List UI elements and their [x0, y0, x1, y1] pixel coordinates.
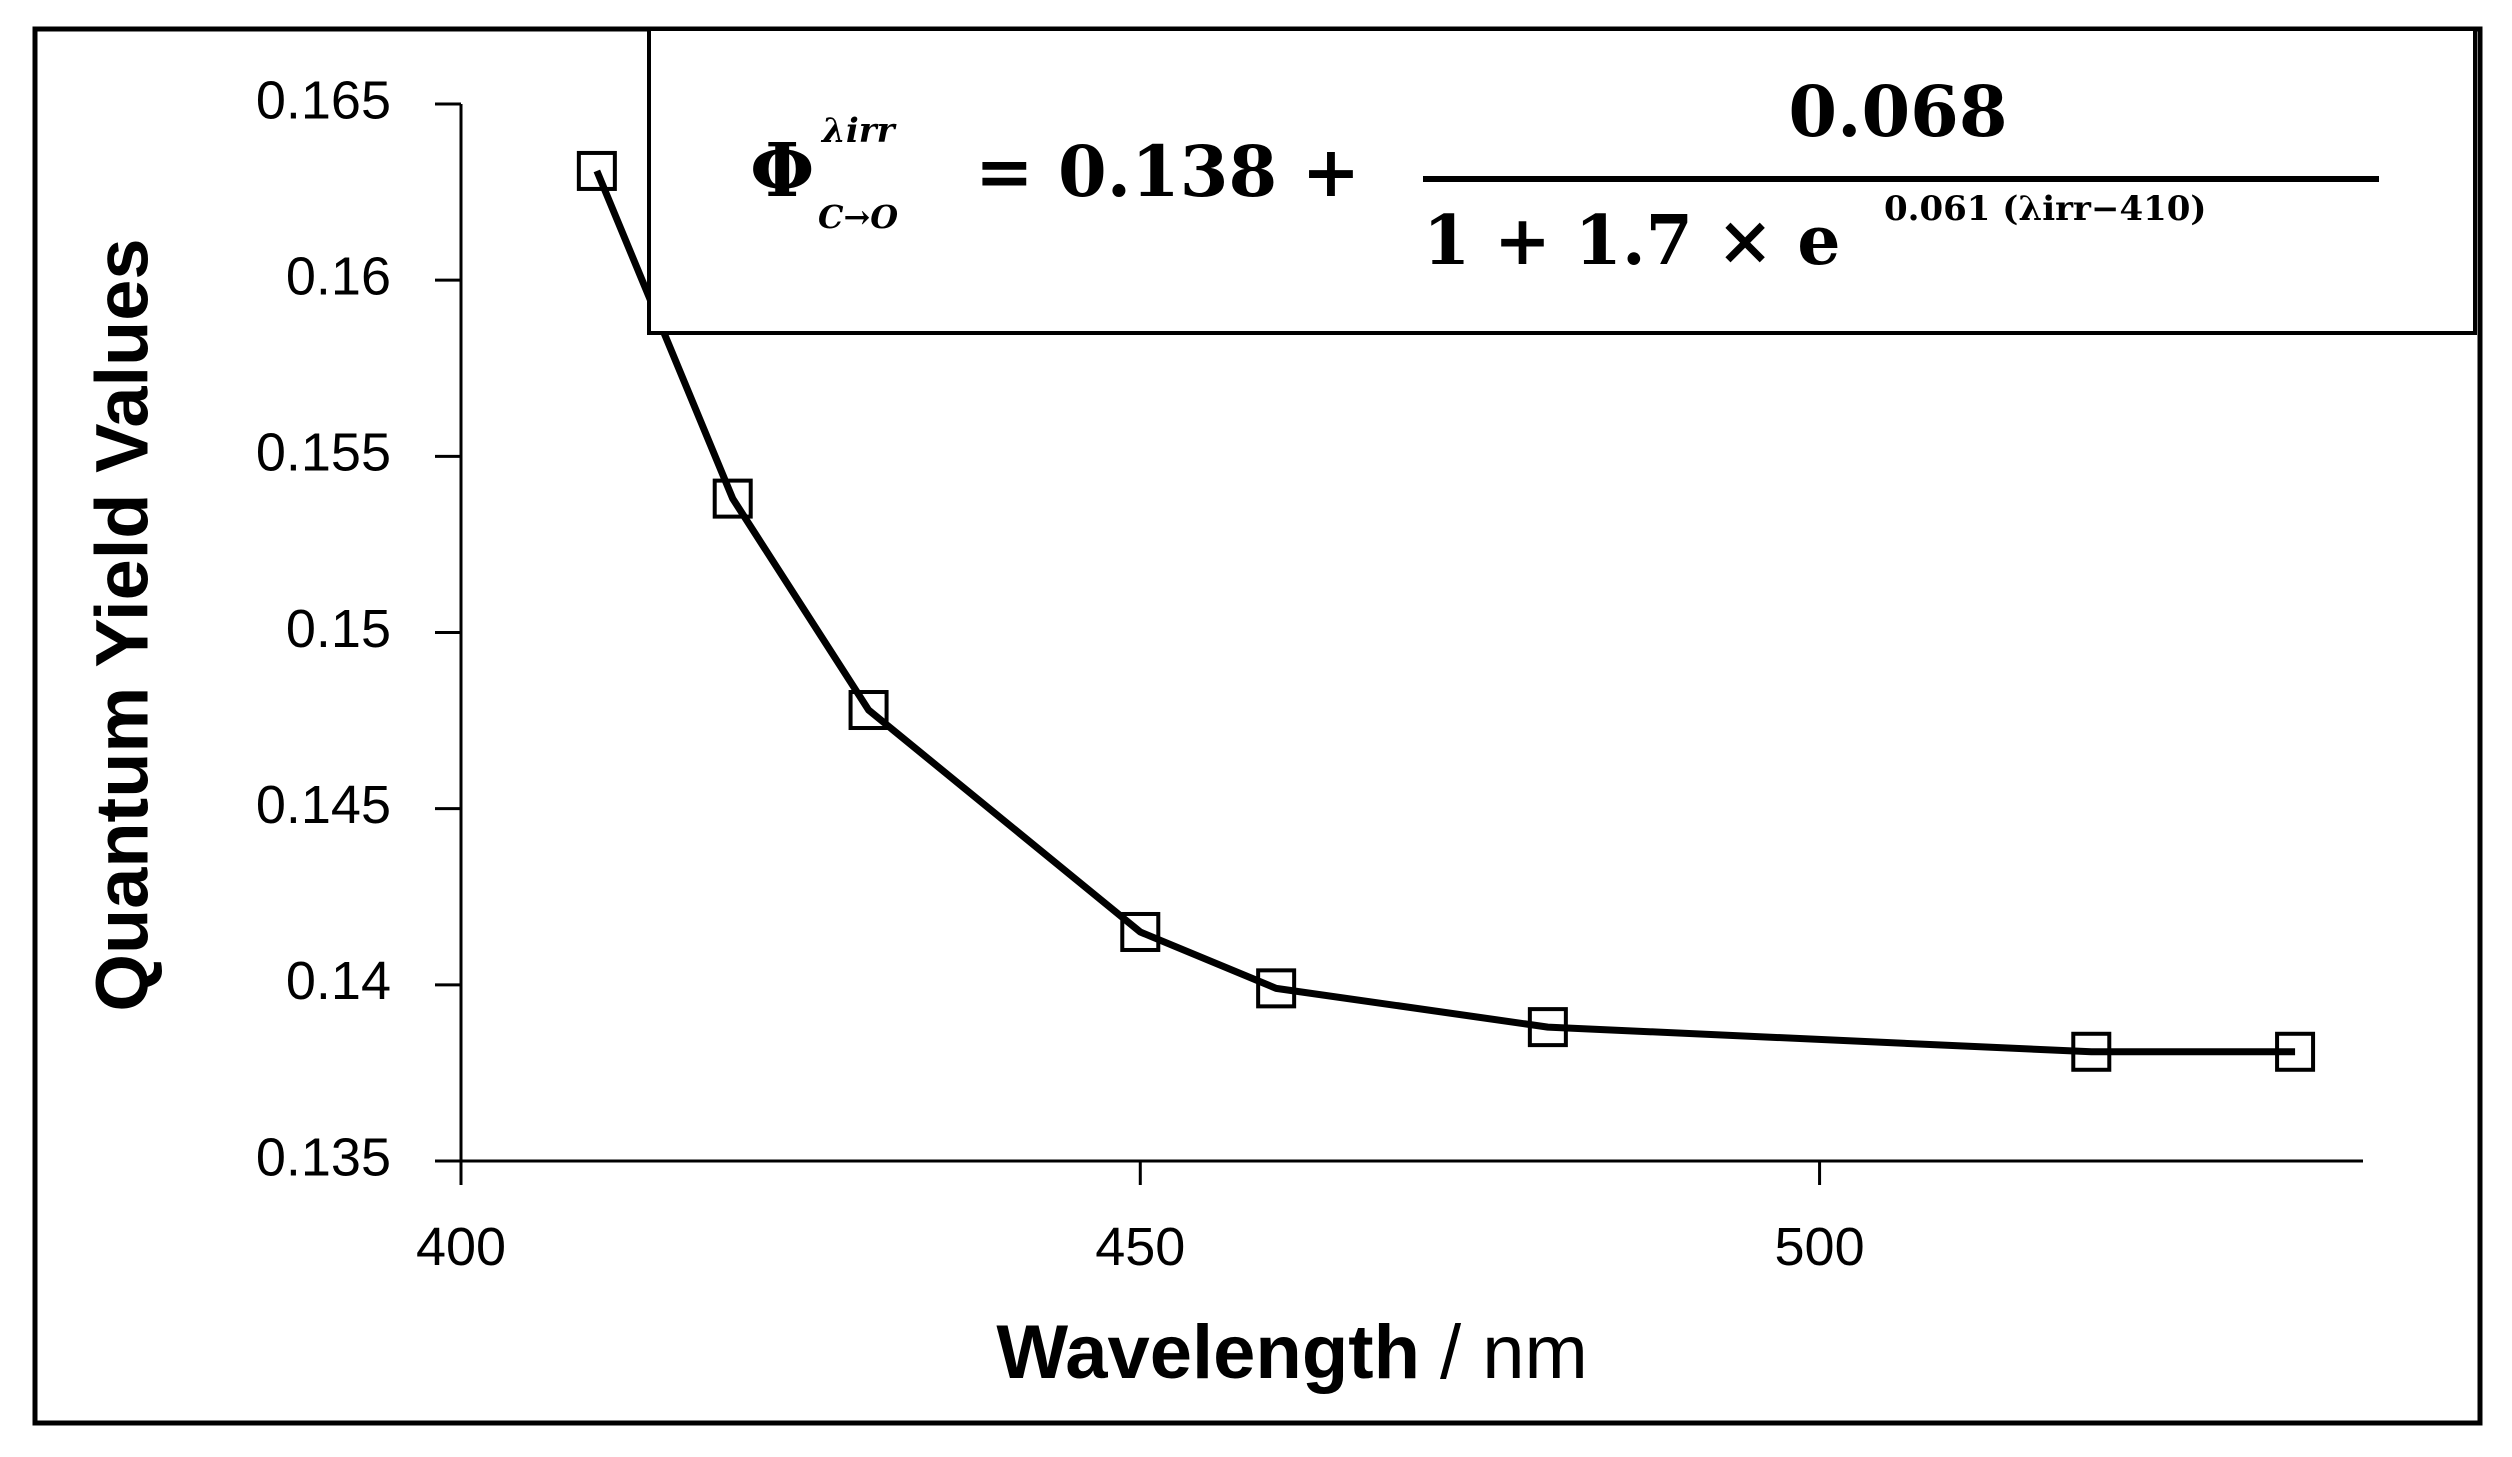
y-tick-label: 0.155	[256, 423, 391, 483]
y-tick-label: 0.16	[286, 246, 391, 306]
y-tick-label: 0.145	[256, 775, 391, 835]
data-marker	[1120, 911, 1161, 952]
eq-subscript: C→O	[818, 198, 898, 236]
data-marker	[1527, 1007, 1568, 1048]
eq-symbol: Φ	[750, 128, 814, 214]
eq-numerator: 0.068	[1788, 70, 2007, 153]
eq-lhs: = 0.138 +	[975, 130, 1360, 213]
y-tick-label: 0.15	[286, 599, 391, 659]
data-marker	[2071, 1031, 2112, 1072]
x-tick-label: 400	[416, 1217, 506, 1277]
y-tick-label: 0.14	[286, 951, 391, 1011]
y-tick-label: 0.165	[256, 70, 391, 130]
eq-denominator: 1 + 1.7 × e	[1423, 201, 1841, 281]
eq-superscript: λirr	[820, 111, 897, 151]
x-axis-unit: / nm	[1440, 1310, 1588, 1395]
data-marker	[1256, 968, 1297, 1009]
plot-area: 0.135 0.14 0.145 0.15 0.155 0.16 0.165 400 450 50…	[256, 70, 2363, 1277]
data-marker	[576, 150, 617, 191]
x-tick-label: 450	[1095, 1217, 1185, 1277]
data-marker	[712, 478, 753, 519]
y-tick-label: 0.135	[256, 1127, 391, 1187]
data-marker	[848, 690, 889, 731]
x-axis-title: Wavelength	[996, 1310, 1420, 1395]
eq-exponent: 0.061 (λirr−410)	[1884, 189, 2207, 229]
data-line	[593, 169, 2296, 1056]
x-tick-label: 500	[1775, 1217, 1865, 1277]
y-axis-title: Quantum Yield Values	[81, 238, 164, 1011]
data-marker	[2275, 1031, 2316, 1072]
